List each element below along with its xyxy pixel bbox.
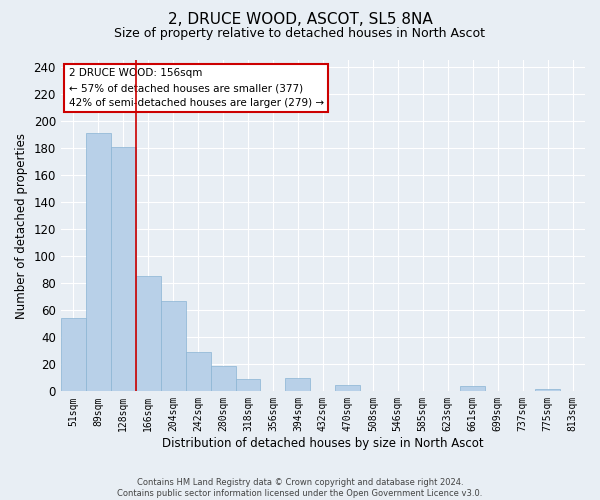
- Bar: [86, 133, 111, 392]
- Bar: [286, 378, 310, 392]
- X-axis label: Distribution of detached houses by size in North Ascot: Distribution of detached houses by size …: [162, 437, 484, 450]
- Bar: [111, 146, 136, 392]
- Bar: [335, 384, 361, 392]
- Bar: [460, 386, 485, 392]
- Text: 2 DRUCE WOOD: 156sqm
← 57% of detached houses are smaller (377)
42% of semi-deta: 2 DRUCE WOOD: 156sqm ← 57% of detached h…: [68, 68, 324, 108]
- Text: Size of property relative to detached houses in North Ascot: Size of property relative to detached ho…: [115, 28, 485, 40]
- Bar: [236, 379, 260, 392]
- Text: 2, DRUCE WOOD, ASCOT, SL5 8NA: 2, DRUCE WOOD, ASCOT, SL5 8NA: [167, 12, 433, 28]
- Bar: [136, 276, 161, 392]
- Text: Contains HM Land Registry data © Crown copyright and database right 2024.
Contai: Contains HM Land Registry data © Crown c…: [118, 478, 482, 498]
- Bar: [61, 318, 86, 392]
- Y-axis label: Number of detached properties: Number of detached properties: [15, 132, 28, 318]
- Bar: [211, 366, 236, 392]
- Bar: [185, 352, 211, 392]
- Bar: [161, 300, 185, 392]
- Bar: [535, 388, 560, 392]
